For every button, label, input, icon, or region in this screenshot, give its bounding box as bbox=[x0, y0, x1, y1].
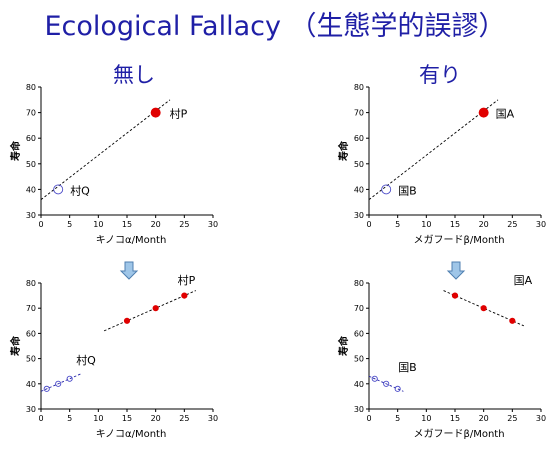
x-axis-label: キノコα/Month bbox=[96, 429, 167, 440]
x-tick-label: 30 bbox=[208, 220, 218, 229]
x-tick-label: 15 bbox=[450, 220, 460, 229]
data-point bbox=[53, 184, 64, 195]
column-heading-with: 有り bbox=[419, 63, 461, 87]
y-tick-label: 50 bbox=[26, 160, 36, 169]
data-point bbox=[509, 317, 516, 324]
y-axis-label: 寿命 bbox=[9, 140, 22, 161]
series-label: 村Q bbox=[76, 353, 96, 367]
data-point bbox=[480, 305, 487, 312]
y-tick-label: 40 bbox=[26, 185, 36, 194]
y-axis-label: 寿命 bbox=[337, 140, 350, 161]
y-tick-label: 80 bbox=[26, 83, 36, 92]
x-axis-label: キノコα/Month bbox=[96, 235, 167, 246]
x-tick-label: 25 bbox=[179, 220, 189, 229]
y-tick-label: 40 bbox=[354, 185, 364, 194]
x-tick-label: 5 bbox=[67, 220, 72, 229]
x-axis-label: メガフードβ/Month bbox=[413, 428, 504, 440]
column-heading-without: 無し bbox=[113, 63, 155, 87]
scatter-plot-bottom-right: 30 40 50 60 70 80 0 5 10 15 20 25 30 メガフードβ/Month 寿命 国A… bbox=[337, 274, 546, 440]
page-title: Ecological Fallacy （生態学的誤謬） bbox=[44, 11, 506, 42]
x-tick-label: 0 bbox=[366, 414, 371, 423]
x-tick-label: 30 bbox=[536, 220, 546, 229]
x-tick-label: 5 bbox=[67, 414, 72, 423]
data-point bbox=[152, 305, 159, 312]
y-tick-label: 70 bbox=[354, 304, 364, 313]
y-tick-label: 80 bbox=[354, 279, 364, 288]
data-point bbox=[66, 375, 73, 382]
trend-line bbox=[40, 373, 82, 392]
y-tick-label: 70 bbox=[354, 109, 364, 118]
x-tick-label: 10 bbox=[421, 414, 431, 423]
x-tick-label: 25 bbox=[179, 414, 189, 423]
series-label: 村P bbox=[170, 107, 188, 121]
x-tick-label: 5 bbox=[395, 220, 400, 229]
x-tick-label: 10 bbox=[93, 220, 103, 229]
y-tick-label: 30 bbox=[26, 405, 36, 414]
trend-line bbox=[368, 375, 404, 392]
series-label: 国B bbox=[398, 184, 417, 197]
x-tick-label: 5 bbox=[395, 414, 400, 423]
data-point bbox=[181, 292, 188, 299]
y-tick-label: 60 bbox=[26, 134, 36, 143]
y-tick-label: 50 bbox=[354, 355, 364, 364]
x-tick-label: 10 bbox=[421, 220, 431, 229]
series-label: 国A bbox=[514, 274, 533, 287]
x-tick-label: 15 bbox=[122, 414, 132, 423]
data-point bbox=[123, 317, 131, 324]
y-axis-label: 寿命 bbox=[9, 335, 22, 356]
y-tick-label: 30 bbox=[354, 405, 364, 414]
x-tick-label: 15 bbox=[450, 414, 460, 423]
x-tick-label: 0 bbox=[366, 220, 371, 229]
y-tick-label: 80 bbox=[354, 83, 364, 92]
y-axis-label: 寿命 bbox=[337, 335, 350, 356]
y-tick-label: 70 bbox=[26, 109, 36, 118]
scatter-plot-bottom-left: 30 40 50 60 70 80 0 5 10 15 20 25 30 キノコα/Month 寿命 村P 村Q bbox=[9, 273, 218, 440]
y-tick-label: 40 bbox=[26, 380, 36, 389]
x-tick-label: 30 bbox=[208, 414, 218, 423]
x-tick-label: 0 bbox=[38, 220, 43, 229]
y-tick-label: 60 bbox=[26, 329, 36, 338]
data-point bbox=[371, 375, 378, 382]
data-point bbox=[150, 107, 161, 118]
data-point bbox=[43, 385, 50, 392]
down-arrow-icon-right bbox=[446, 261, 466, 280]
x-axis-label: メガフードβ/Month bbox=[413, 234, 504, 246]
y-tick-label: 30 bbox=[26, 211, 36, 220]
data-point bbox=[383, 380, 390, 387]
y-tick-label: 60 bbox=[354, 329, 364, 338]
x-tick-label: 30 bbox=[536, 414, 546, 423]
trend-line bbox=[103, 290, 196, 332]
trend-line bbox=[368, 99, 499, 200]
x-tick-label: 10 bbox=[93, 414, 103, 423]
x-tick-label: 15 bbox=[122, 220, 132, 229]
series-label: 国B bbox=[398, 361, 417, 374]
y-tick-label: 30 bbox=[354, 211, 364, 220]
series-label: 国A bbox=[496, 108, 515, 121]
data-point bbox=[478, 107, 489, 118]
x-tick-label: 25 bbox=[507, 220, 517, 229]
y-tick-label: 60 bbox=[354, 134, 364, 143]
x-tick-label: 20 bbox=[151, 414, 161, 423]
data-point bbox=[55, 380, 62, 387]
down-arrow-icon-left bbox=[119, 261, 139, 280]
series-label: 村P bbox=[178, 273, 196, 287]
x-tick-label: 20 bbox=[479, 414, 489, 423]
x-tick-label: 20 bbox=[151, 220, 161, 229]
x-tick-label: 25 bbox=[507, 414, 517, 423]
x-tick-label: 20 bbox=[479, 220, 489, 229]
series-label: 村Q bbox=[70, 183, 90, 197]
y-tick-label: 80 bbox=[26, 279, 36, 288]
y-tick-label: 50 bbox=[354, 160, 364, 169]
trend-line bbox=[40, 99, 171, 200]
data-point bbox=[394, 385, 401, 392]
data-point bbox=[451, 292, 459, 299]
y-tick-label: 40 bbox=[354, 380, 364, 389]
y-tick-label: 70 bbox=[26, 304, 36, 313]
y-tick-label: 50 bbox=[26, 355, 36, 364]
scatter-plot-top-left: 30 40 50 60 70 80 0 5 10 15 20 25 30 キノコα/Month 寿命 村P 村Q bbox=[9, 83, 218, 246]
data-point bbox=[381, 184, 392, 195]
scatter-plot-top-right: 30 40 50 60 70 80 0 5 10 15 20 25 30 メガフードβ/Month 寿命 国A… bbox=[337, 83, 546, 246]
x-tick-label: 0 bbox=[38, 414, 43, 423]
